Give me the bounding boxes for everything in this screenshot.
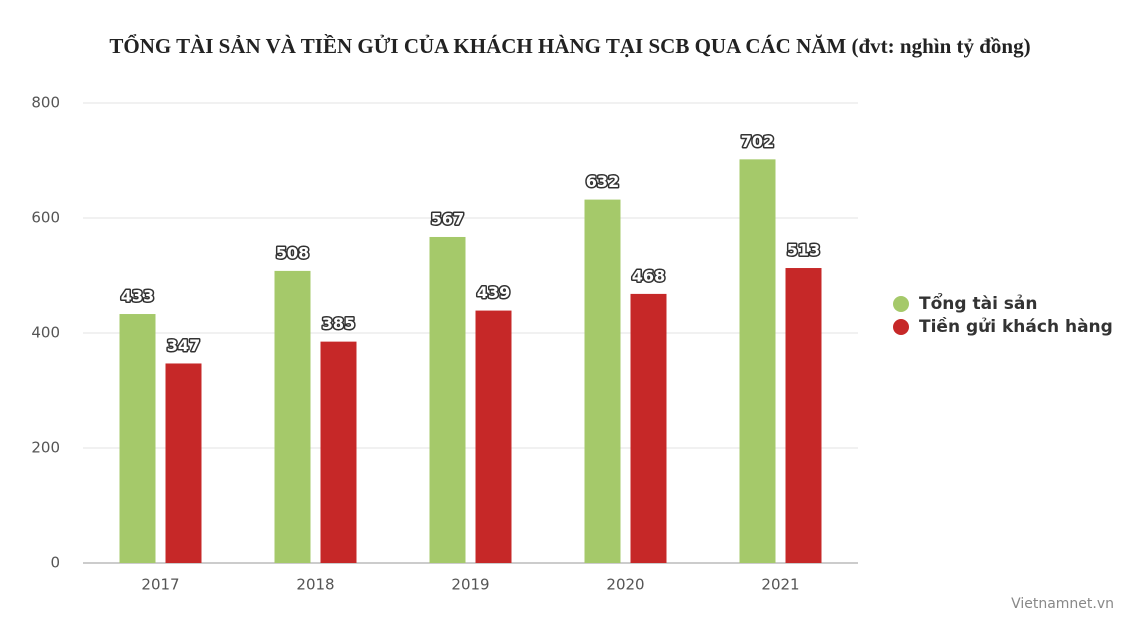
bar <box>584 199 621 563</box>
bar <box>429 236 466 563</box>
x-tick-label: 2019 <box>451 576 489 594</box>
bar <box>785 268 822 563</box>
value-label: 433 <box>121 287 154 306</box>
y-tick-label: 400 <box>31 324 60 342</box>
value-label: 439 <box>477 283 510 302</box>
value-label: 347 <box>167 336 200 355</box>
bar <box>739 159 776 563</box>
legend-label: Tiền gửi khách hàng <box>919 316 1113 337</box>
chart-title: TỔNG TÀI SẢN VÀ TIỀN GỬI CỦA KHÁCH HÀNG … <box>109 34 1031 58</box>
x-tick-label: 2020 <box>606 576 644 594</box>
value-label: 385 <box>322 314 355 333</box>
value-label: 632 <box>586 172 619 191</box>
x-tick-label: 2018 <box>296 576 334 594</box>
bar <box>320 341 357 563</box>
value-label: 513 <box>787 241 820 260</box>
bar <box>475 310 512 563</box>
source: Vietnamnet.vn <box>1011 596 1114 612</box>
y-tick-label: 200 <box>31 439 60 457</box>
y-tick-label: 0 <box>50 554 60 572</box>
value-label: 702 <box>741 132 774 151</box>
value-label: 567 <box>431 209 464 228</box>
bar <box>119 314 156 563</box>
y-tick-label: 600 <box>31 209 60 227</box>
legend-label: Tổng tài sản <box>919 292 1038 314</box>
bar <box>165 363 202 563</box>
value-label: 468 <box>632 266 665 285</box>
bar <box>630 293 667 563</box>
legend-marker <box>893 319 909 335</box>
legend-marker <box>893 296 909 312</box>
bar <box>274 270 311 563</box>
y-tick-label: 800 <box>31 94 60 112</box>
value-label: 508 <box>276 243 309 262</box>
x-tick-label: 2021 <box>761 576 799 594</box>
x-tick-label: 2017 <box>141 576 179 594</box>
